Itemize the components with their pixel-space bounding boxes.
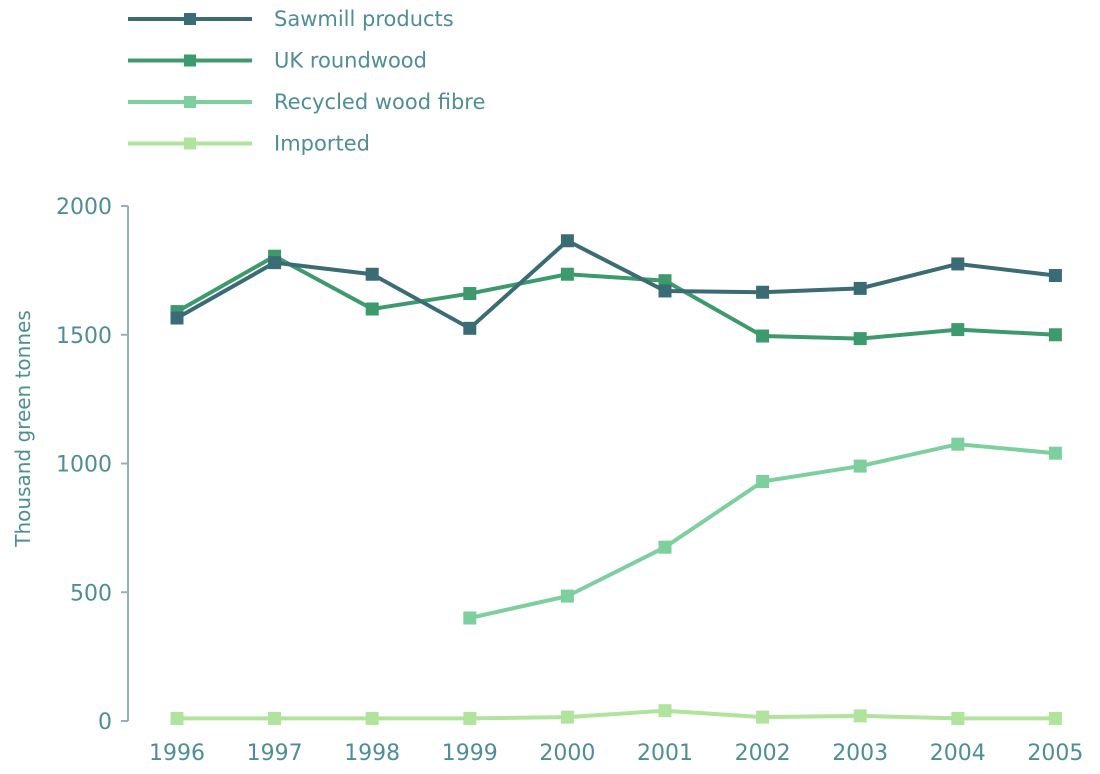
data-point [1048, 269, 1062, 283]
x-tick-label: 2004 [930, 741, 986, 766]
data-point [658, 540, 672, 554]
data-point [268, 711, 282, 725]
y-axis-title: Thousand green tonnes [11, 310, 35, 547]
data-point [951, 257, 965, 271]
data-point [756, 710, 770, 724]
series-group [463, 437, 1062, 625]
legend: Sawmill products UK roundwood Recycled woo… [128, 7, 485, 156]
data-point [658, 704, 672, 718]
data-point [463, 321, 477, 335]
legend-label: Imported [274, 132, 370, 156]
data-point [463, 711, 477, 725]
legend-marker [184, 13, 196, 25]
data-point [170, 311, 184, 325]
data-point [170, 711, 184, 725]
data-point [756, 329, 770, 343]
y-tick-label: 0 [98, 710, 112, 735]
data-point [756, 285, 770, 299]
x-tick-label: 1996 [149, 741, 205, 766]
data-point [560, 589, 574, 603]
data-point [560, 710, 574, 724]
x-tick-label: 1999 [442, 741, 498, 766]
legend-label: UK roundwood [274, 49, 427, 73]
series-line [176, 254, 1056, 341]
data-point [756, 475, 770, 489]
data-point [560, 234, 574, 248]
data-point [365, 711, 379, 725]
y-tick-label: 2000 [56, 195, 112, 220]
legend-label: Recycled wood fibre [274, 90, 485, 114]
x-tick-label: 2002 [735, 741, 791, 766]
data-point [365, 267, 379, 281]
data-point [1048, 711, 1062, 725]
x-tick-label: 2003 [832, 741, 888, 766]
data-point [658, 284, 672, 298]
data-point [951, 711, 965, 725]
x-tick-label: 1998 [344, 741, 400, 766]
series-line [177, 708, 1056, 721]
legend-marker [184, 137, 196, 150]
legend-label: Sawmill products [274, 7, 454, 31]
x-tick-label: 2005 [1027, 741, 1083, 766]
data-point [560, 267, 574, 281]
axes: 0 500 1000 1500 2000 Thousand green tonnes 199… [11, 195, 1083, 766]
legend-marker [184, 96, 196, 108]
legend-marker [184, 54, 196, 67]
x-tick-label: 1997 [247, 741, 303, 766]
x-tick-label: 2000 [539, 741, 595, 766]
y-tick-label: 500 [70, 581, 112, 606]
series-line [469, 442, 1056, 620]
data-point [1048, 446, 1062, 460]
series-layer [170, 234, 1062, 725]
data-point [853, 709, 867, 723]
data-point [463, 611, 477, 625]
data-point [951, 437, 965, 451]
data-point [853, 281, 867, 295]
series-line [176, 238, 1056, 331]
y-tick-label: 1500 [56, 324, 112, 349]
data-point [1048, 328, 1062, 342]
x-tick-label: 2001 [637, 741, 693, 766]
data-point [951, 323, 965, 337]
data-point [463, 287, 477, 301]
data-point [268, 256, 282, 270]
series-group [170, 234, 1062, 335]
series-group [170, 704, 1062, 725]
data-point [658, 274, 672, 288]
data-point [853, 332, 867, 346]
y-tick-label: 1000 [56, 453, 112, 478]
data-point [853, 459, 867, 473]
data-point [365, 302, 379, 316]
